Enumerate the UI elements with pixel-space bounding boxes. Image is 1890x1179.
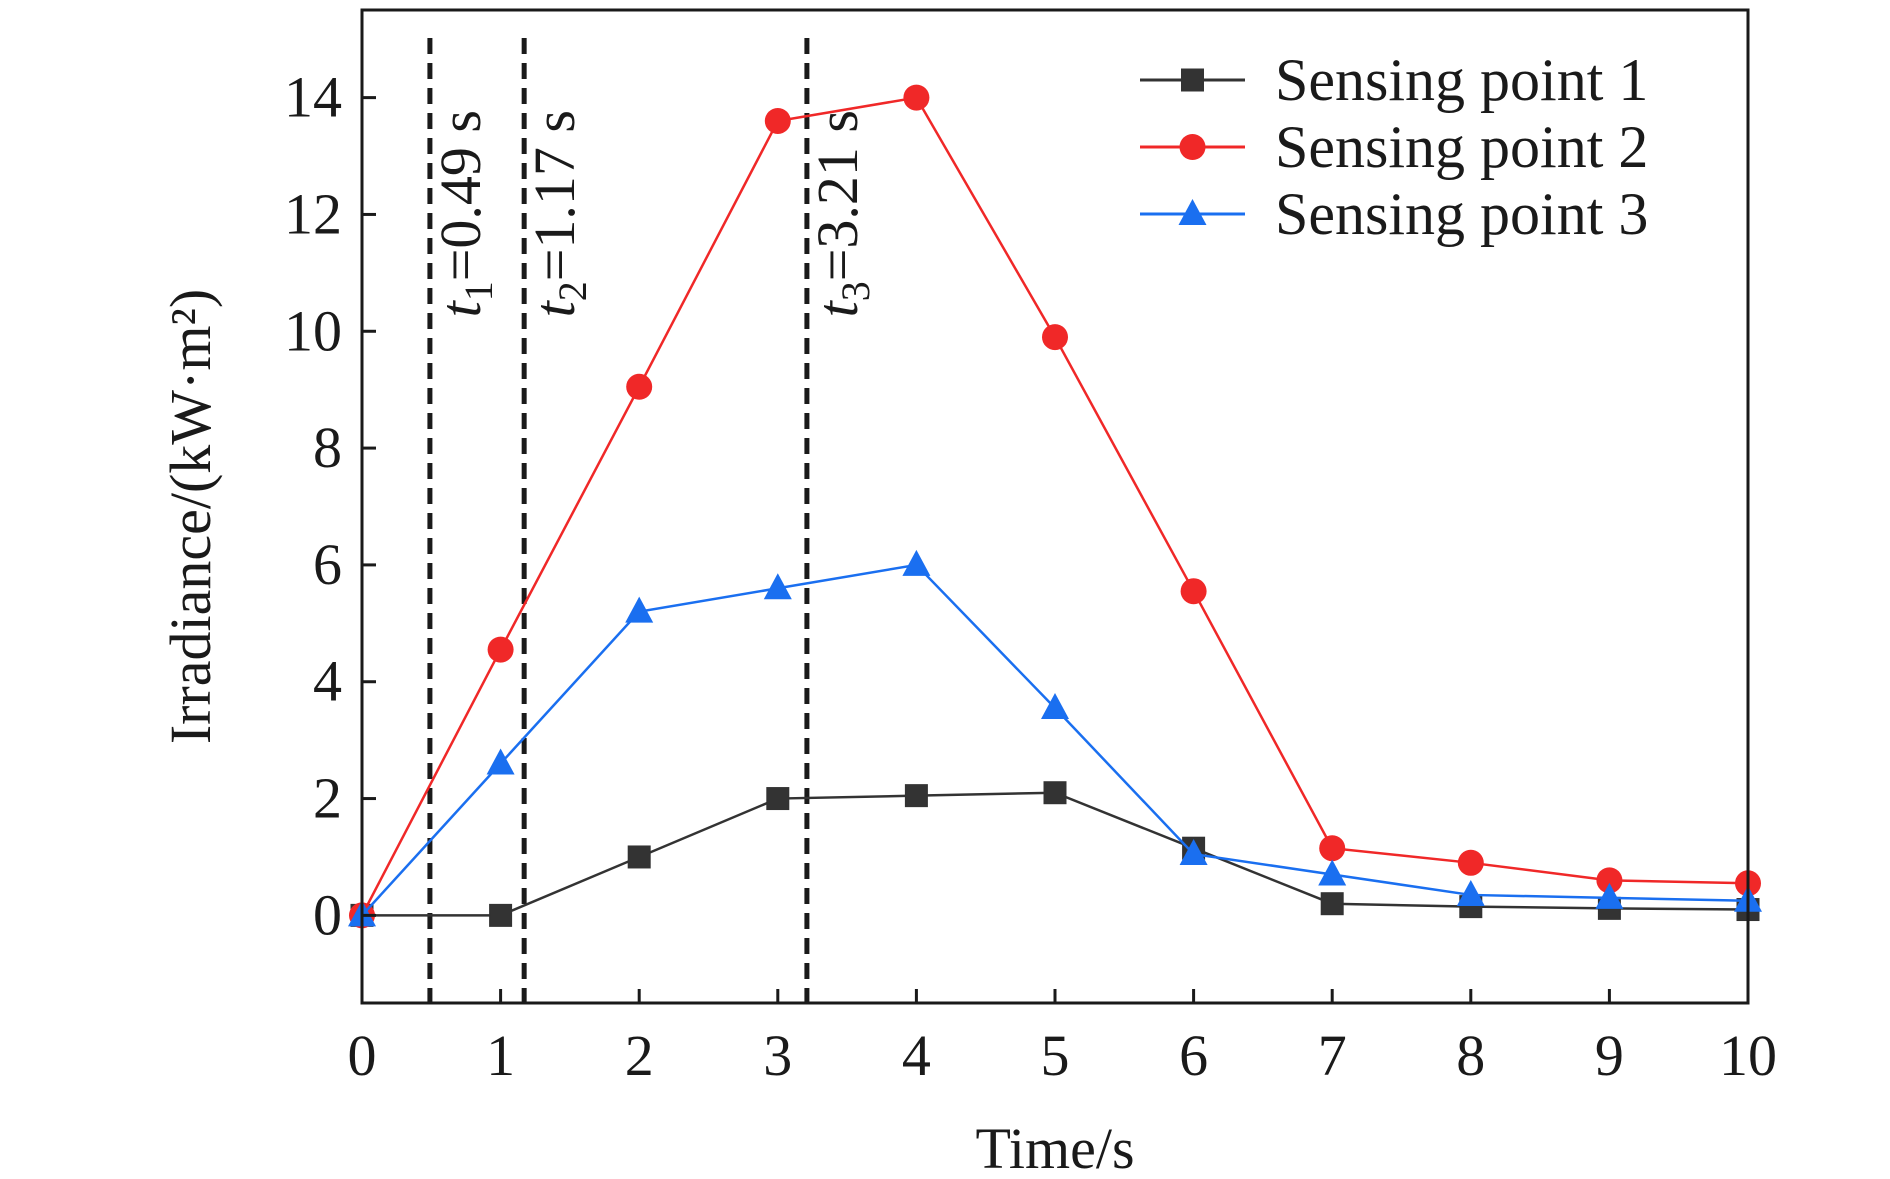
data-point-3 [486,748,515,775]
data-point-3 [763,573,792,600]
legend-marker [1178,199,1207,225]
y-tick-label: 8 [313,415,342,480]
x-tick-label: 3 [763,1023,792,1088]
legend-label: Sensing point 1 [1275,47,1648,113]
data-point-2 [903,84,930,111]
data-point-3 [1041,693,1069,720]
y-tick-label: 14 [284,65,342,130]
data-point-3 [1456,879,1485,906]
data-point-1 [904,784,928,808]
data-point-2 [1319,835,1346,862]
data-point-1 [766,787,790,811]
x-tick-label: 7 [1318,1023,1347,1088]
x-tick-label: 9 [1595,1023,1624,1088]
data-series [348,84,1762,929]
data-point-3 [902,549,931,576]
legend-marker [1181,68,1204,92]
x-tick-label: 0 [348,1023,377,1088]
data-point-2 [1180,578,1207,605]
reference-lines: t1=0.49 s t2=1.17 s t3=3.21 s [427,38,878,1003]
data-point-2 [487,636,514,663]
data-point-1 [489,903,513,927]
legend-item-2: Sensing point 2 [1140,114,1648,180]
y-axis-title: Irradiance/(kW·m²) [158,289,223,744]
legend-marker [1179,134,1206,160]
x-tick-label: 4 [902,1023,931,1088]
y-tick-label: 6 [313,532,342,597]
reference-label-t2: t2=1.17 s [522,110,595,317]
series-3 [348,549,1762,927]
legend-item-1: Sensing point 1 [1140,47,1648,113]
legend-label: Sensing point 3 [1275,181,1648,247]
y-tick-label: 0 [313,882,342,947]
reference-label-t1: t1=0.49 s [428,110,501,317]
x-tick-label: 10 [1719,1023,1777,1088]
y-tick-label: 12 [284,181,342,246]
series-line-3 [361,563,1749,917]
data-point-2 [626,373,653,400]
x-tick-label: 8 [1456,1023,1485,1088]
legend-label: Sensing point 2 [1275,114,1648,180]
data-point-3 [1595,882,1624,909]
data-point-3 [625,596,654,623]
x-tick-label: 1 [486,1023,515,1088]
x-axis-title: Time/s [975,1116,1134,1179]
data-point-2 [1596,867,1623,894]
data-point-2 [764,107,791,134]
reference-label-t3: t3=3.21 s [805,110,878,317]
x-tick-label: 5 [1041,1023,1070,1088]
axes: 0 1 2 3 4 5 6 7 8 9 1002468101214Time/sIrradiance/… [158,8,1777,1179]
data-point-2 [1042,324,1068,351]
data-point-1 [1043,781,1067,805]
x-tick-label: 6 [1179,1023,1208,1088]
x-tick-label: 2 [625,1023,654,1088]
data-point-3 [1318,859,1347,886]
data-point-2 [1457,849,1484,876]
y-tick-label: 2 [313,766,342,831]
data-point-1 [1320,892,1344,916]
y-tick-label: 10 [284,298,342,363]
series-1 [350,781,1760,927]
y-tick-label: 4 [313,649,342,714]
legend-item-3: Sensing point 3 [1140,181,1648,247]
data-point-1 [627,845,651,869]
data-point-3 [1179,839,1208,866]
